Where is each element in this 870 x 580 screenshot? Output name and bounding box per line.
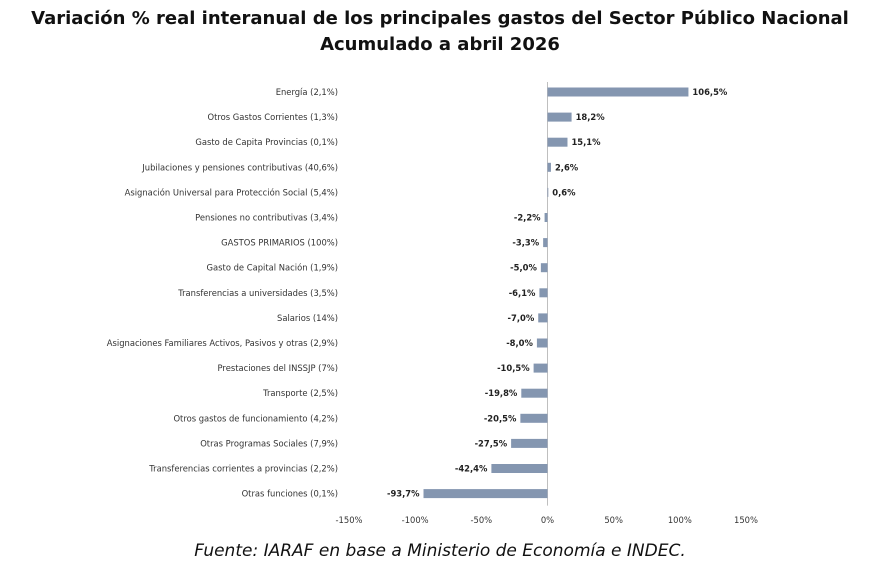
data-label: 0,6%	[552, 187, 576, 197]
category-label: Asignación Universal para Protección Soc…	[125, 187, 338, 197]
data-label: -93,7%	[387, 489, 420, 499]
bar	[521, 388, 548, 398]
data-label: 18,2%	[576, 112, 606, 122]
category-label: Gasto de Capita Provincias (0,1%)	[195, 137, 338, 147]
data-label: -7,0%	[508, 313, 535, 323]
chart-subtitle: Acumulado a abril 2026	[320, 34, 560, 55]
data-label: -3,3%	[512, 238, 539, 248]
chart-title: Variación % real interanual de los princ…	[0, 6, 870, 58]
category-label: Transporte (2,5%)	[262, 388, 338, 398]
bar	[543, 238, 548, 248]
category-label: Prestaciones del INSSJP (7%)	[218, 363, 338, 373]
data-label: -10,5%	[497, 363, 530, 373]
data-label: -8,0%	[506, 338, 533, 348]
bar	[547, 112, 572, 122]
data-label: -42,4%	[455, 464, 488, 474]
bar	[491, 464, 548, 473]
data-label: -2,2%	[514, 213, 541, 223]
category-label: Transferencias corrientes a provincias (…	[148, 464, 338, 474]
source-note: Fuente: IARAF en base a Ministerio de Ec…	[194, 541, 686, 561]
category-label: Otras funciones (0,1%)	[242, 489, 338, 499]
data-label: 106,5%	[692, 87, 727, 97]
x-tick-label: 150%	[734, 515, 758, 525]
category-label: Transferencias a universidades (3,5%)	[177, 288, 338, 298]
category-label: Energía (2,1%)	[276, 87, 338, 97]
category-label: Otras Programas Sociales (7,9%)	[200, 438, 338, 448]
data-label: -20,5%	[484, 413, 517, 423]
category-label: Pensiones no contributivas (3,4%)	[195, 213, 338, 223]
category-label: Salarios (14%)	[277, 313, 338, 323]
data-label: -19,8%	[485, 388, 518, 398]
data-label: -5,0%	[510, 263, 537, 273]
chart-title-line1: Variación % real interanual de los princ…	[31, 8, 849, 29]
x-tick-label: -150%	[336, 515, 363, 525]
bar	[539, 288, 548, 298]
x-tick-label: -50%	[471, 515, 493, 525]
data-label: -6,1%	[509, 288, 536, 298]
bar	[520, 413, 548, 423]
bar	[547, 87, 689, 97]
x-tick-label: 50%	[604, 515, 623, 525]
bar	[547, 162, 551, 172]
bar	[536, 338, 548, 348]
bar	[544, 213, 548, 222]
x-tick-label: 100%	[668, 515, 692, 525]
x-tick-label: -100%	[402, 515, 429, 525]
bar	[511, 438, 548, 448]
bar	[538, 313, 548, 323]
bar	[423, 489, 548, 499]
x-tick-label: 0%	[541, 515, 554, 525]
category-label: Otros gastos de funcionamiento (4,2%)	[173, 413, 338, 423]
data-label: -27,5%	[475, 438, 508, 448]
category-label: Jubilaciones y pensiones contributivas (…	[141, 162, 338, 172]
bar	[547, 137, 568, 147]
bar	[540, 263, 548, 273]
category-label: GASTOS PRIMARIOS (100%)	[221, 238, 338, 248]
bar	[547, 187, 549, 197]
category-label: Otros Gastos Corrientes (1,3%)	[208, 112, 338, 122]
data-label: 15,1%	[571, 137, 601, 147]
category-label: Gasto de Capital Nación (1,9%)	[207, 263, 338, 273]
bar	[533, 363, 548, 373]
category-label: Asignaciones Familiares Activos, Pasivos…	[107, 338, 338, 348]
data-label: 2,6%	[555, 162, 579, 172]
